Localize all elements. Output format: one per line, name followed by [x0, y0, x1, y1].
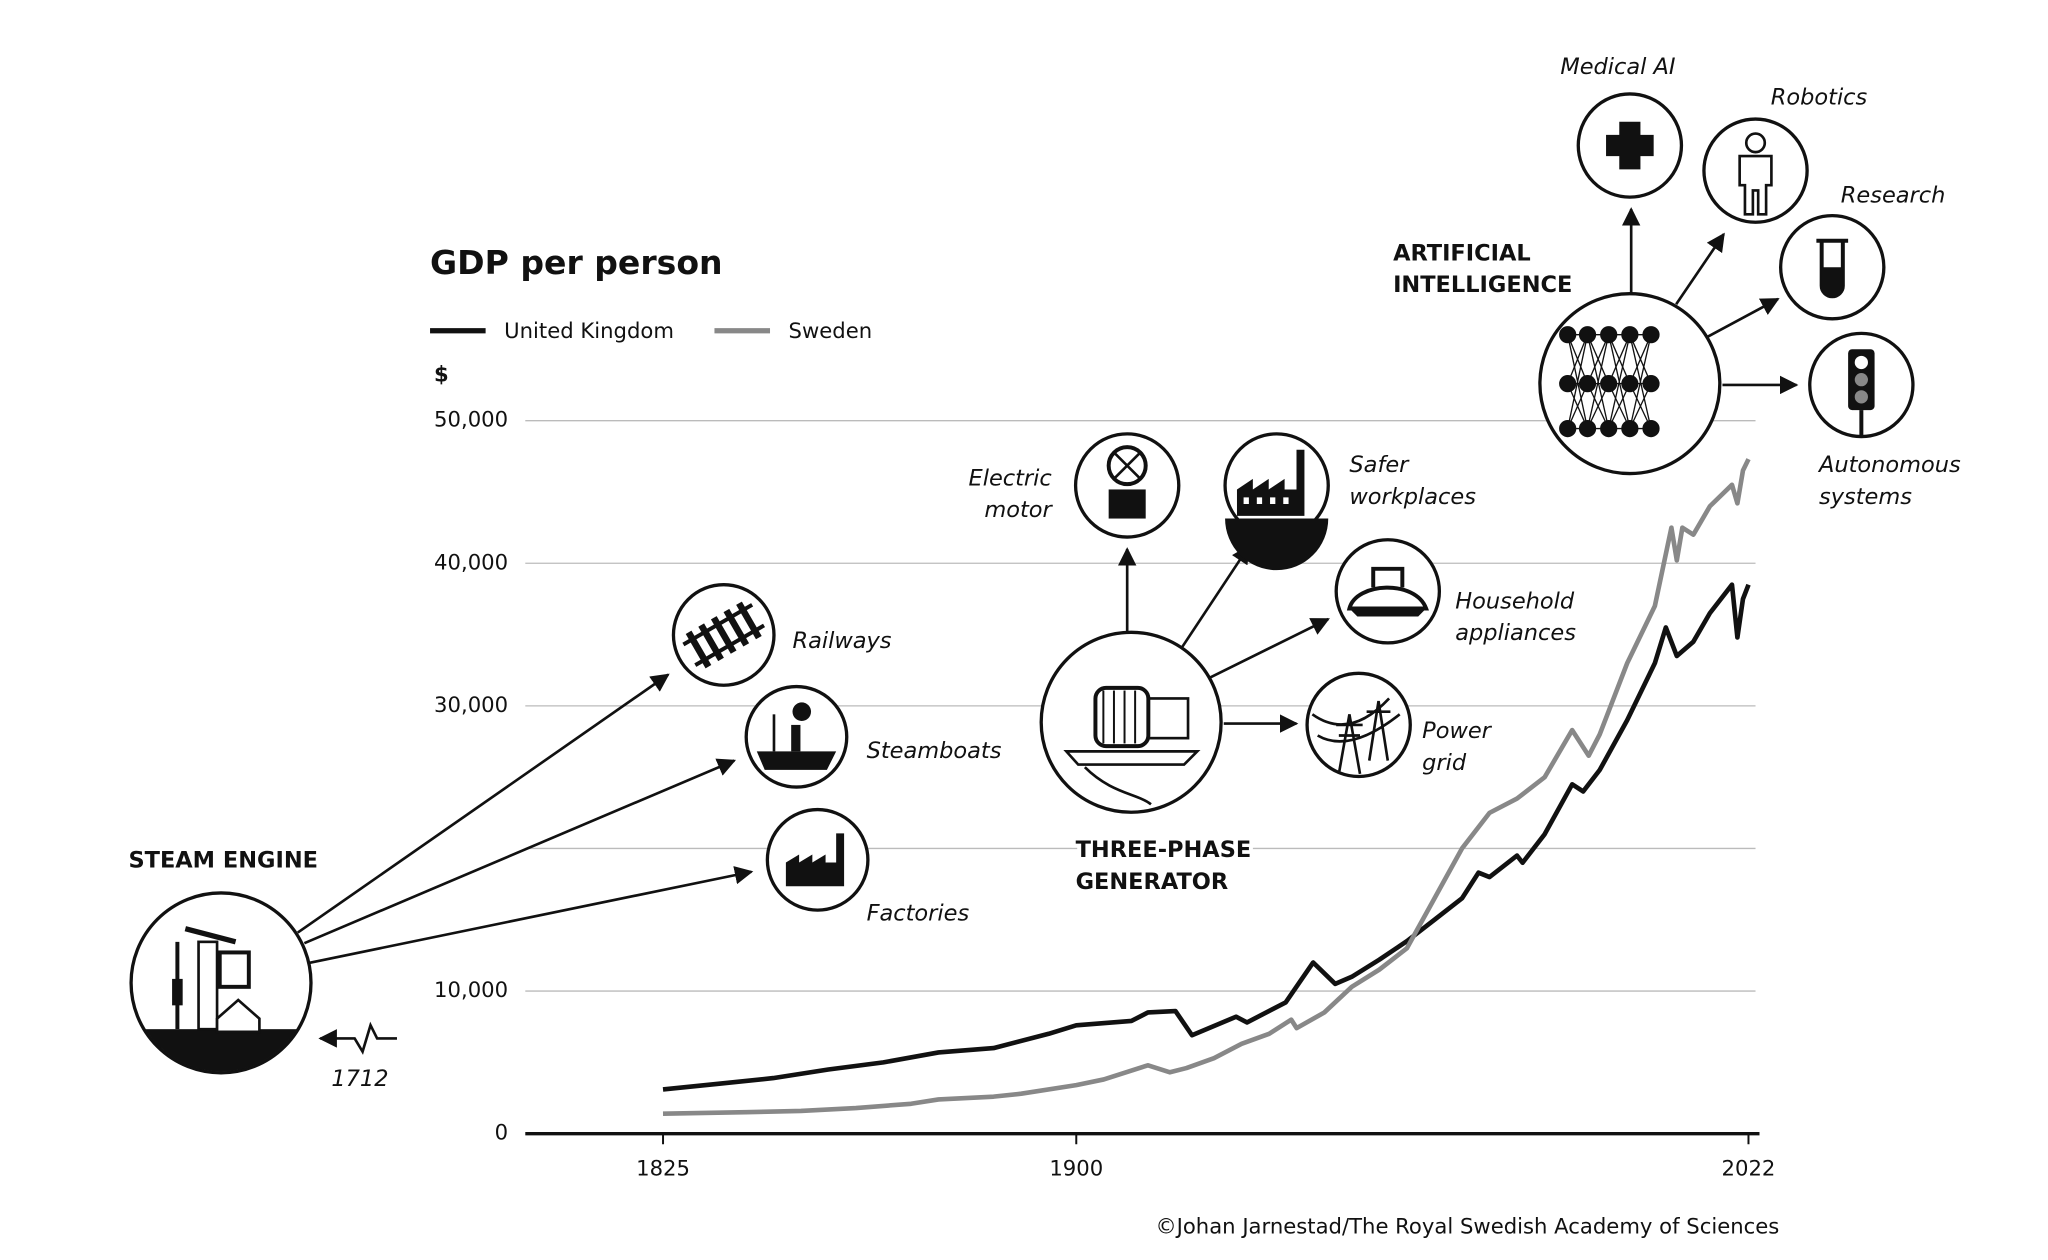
y-tick-label: 0 — [495, 1120, 508, 1145]
annotation: STEAM ENGINE — [128, 848, 318, 874]
arrow — [308, 866, 754, 965]
series-line — [662, 458, 1751, 1117]
annotation: Safer — [1349, 452, 1410, 478]
annotation: THREE-PHASE — [1076, 837, 1252, 863]
y-tick-label: 30,000 — [434, 692, 508, 717]
nn-node — [1621, 375, 1639, 393]
annotation: Autonomous — [1817, 452, 1961, 478]
annotation: appliances — [1455, 620, 1576, 646]
annotation: Steamboats — [867, 738, 1002, 764]
x-tick-label: 1825 — [636, 1155, 690, 1180]
icon-household-appliances — [1334, 538, 1442, 645]
nn-edge — [1586, 334, 1610, 429]
series-line — [662, 582, 1751, 1092]
credit: ©Johan Jarnestad/The Royal Swedish Acade… — [1155, 1214, 1779, 1239]
icon-generator — [1039, 630, 1223, 814]
icon-factories — [765, 807, 870, 912]
icon-autonomous-systems — [1808, 331, 1915, 439]
arrow — [318, 1021, 397, 1055]
arrow — [303, 758, 737, 945]
arrow — [297, 673, 670, 934]
y-tick-label: 50,000 — [434, 407, 508, 432]
chart-title: GDP per person — [430, 243, 723, 282]
nn-edge — [1608, 334, 1631, 429]
nn-edge — [1629, 334, 1652, 384]
icon-railways — [671, 583, 776, 687]
annotation: INTELLIGENCE — [1393, 272, 1572, 298]
icon-safer-workplaces — [1223, 432, 1330, 571]
annotation: Railways — [793, 628, 892, 654]
nn-node — [1642, 326, 1660, 344]
icon-medical-ai — [1576, 92, 1684, 199]
nn-node — [1642, 375, 1660, 393]
arrow — [1705, 297, 1780, 339]
nn-edge — [1586, 334, 1610, 384]
legend-label: United Kingdom — [504, 318, 674, 343]
arrow — [1675, 232, 1725, 305]
icon-steam-engine — [129, 891, 313, 1075]
y-tick-label: 10,000 — [434, 977, 508, 1002]
icon-power-grid — [1305, 671, 1412, 779]
nn-node — [1559, 420, 1577, 438]
x-tick-label: 1900 — [1049, 1155, 1103, 1180]
icon-steamboats — [744, 684, 849, 789]
y-axis-label: $ — [434, 362, 449, 387]
nn-node — [1578, 375, 1597, 393]
annotation: systems — [1819, 484, 1912, 510]
y-tick-label: 40,000 — [434, 549, 508, 574]
arrow — [1209, 617, 1330, 679]
nn-node — [1642, 420, 1660, 438]
nn-edge — [1629, 334, 1652, 429]
nn-node — [1600, 326, 1618, 344]
nn-node — [1621, 420, 1639, 438]
annotation: Factories — [867, 901, 970, 927]
annotation: Household — [1455, 588, 1575, 614]
nn-node — [1578, 326, 1597, 344]
annotation: Medical AI — [1560, 54, 1676, 80]
nn-edge — [1567, 334, 1589, 384]
arrows — [297, 207, 1799, 1055]
nn-node — [1578, 420, 1597, 438]
annotation: 1712 — [331, 1066, 388, 1092]
annotation: Research — [1841, 182, 1946, 208]
annotation: grid — [1422, 750, 1467, 776]
legend-label: Sweden — [789, 318, 873, 343]
icon-research — [1779, 213, 1886, 321]
nn-node — [1600, 420, 1618, 438]
nn-edge — [1608, 334, 1631, 384]
annotation: Power — [1422, 718, 1492, 744]
nn-node — [1559, 326, 1577, 344]
icon-robotics — [1702, 117, 1809, 224]
annotation: workplaces — [1349, 484, 1476, 510]
annotation: ARTIFICIAL — [1393, 240, 1531, 266]
lines — [662, 458, 1751, 1117]
nn-node — [1600, 375, 1618, 393]
annotation: GENERATOR — [1076, 869, 1229, 895]
nn-edge — [1567, 334, 1589, 429]
annotation: Robotics — [1771, 84, 1868, 110]
x-tick-label: 2022 — [1722, 1155, 1776, 1180]
annotation: Electric — [969, 465, 1053, 491]
nn-node — [1621, 326, 1639, 344]
icon-artificial-intelligence — [1538, 292, 1722, 476]
icon-electric-motor — [1073, 432, 1181, 539]
annotation: motor — [984, 497, 1053, 523]
nn-node — [1559, 375, 1577, 393]
arrow — [1180, 544, 1250, 649]
labels: 0 10,000 30,000 40,000 50,000 1825 1900 2022 Uni… — [124, 50, 1965, 1180]
